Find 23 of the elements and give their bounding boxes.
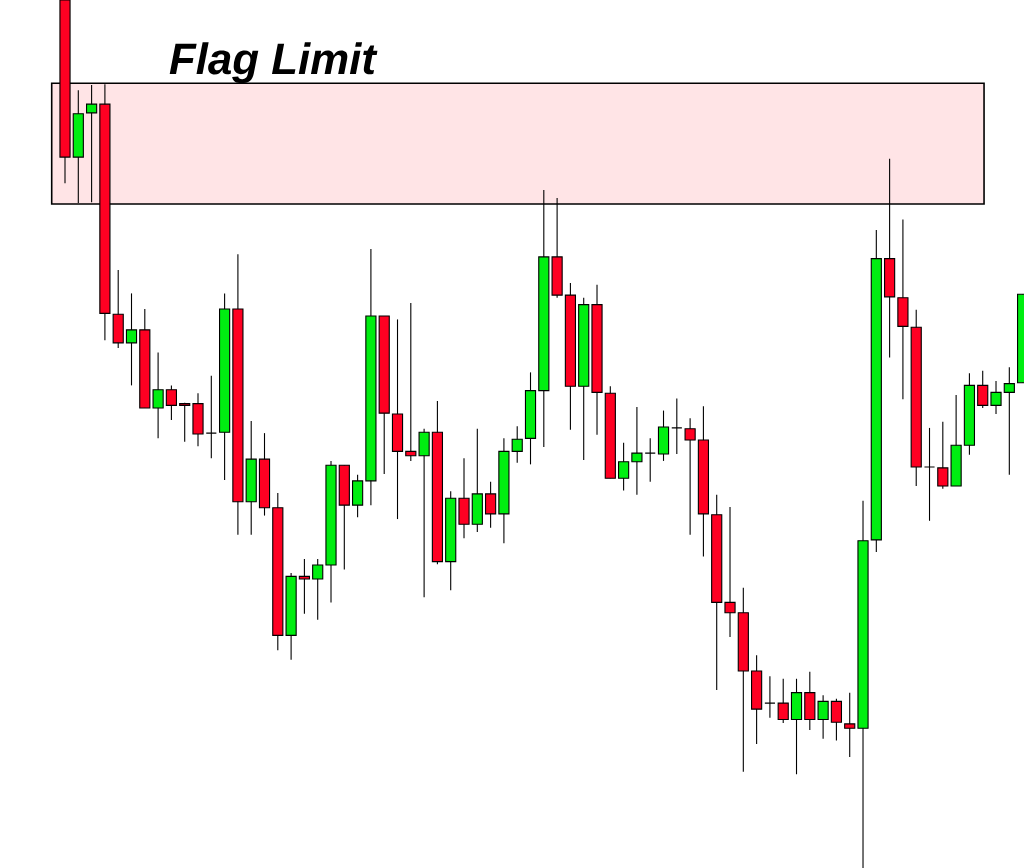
candlestick [485, 481, 497, 529]
candlestick [724, 506, 736, 638]
candlestick [179, 402, 191, 443]
candlestick [125, 292, 138, 386]
candlestick [1003, 366, 1015, 476]
candlestick [923, 427, 936, 522]
candlestick [777, 678, 789, 724]
candlestick [644, 437, 656, 483]
candlestick [764, 675, 776, 719]
candlestick [844, 692, 856, 758]
band-label: Flag Limit [169, 42, 378, 84]
candlestick [990, 380, 1002, 415]
candlestick [671, 397, 683, 455]
candlestick [684, 417, 696, 536]
candlestick [618, 442, 630, 491]
candlestick [312, 558, 324, 621]
candlestick [205, 375, 217, 459]
candlestick [298, 558, 311, 615]
candlestick [830, 698, 843, 741]
candlestick [977, 370, 989, 409]
candlestick [631, 406, 643, 496]
candlestick [511, 425, 523, 464]
candlestick [165, 384, 178, 421]
